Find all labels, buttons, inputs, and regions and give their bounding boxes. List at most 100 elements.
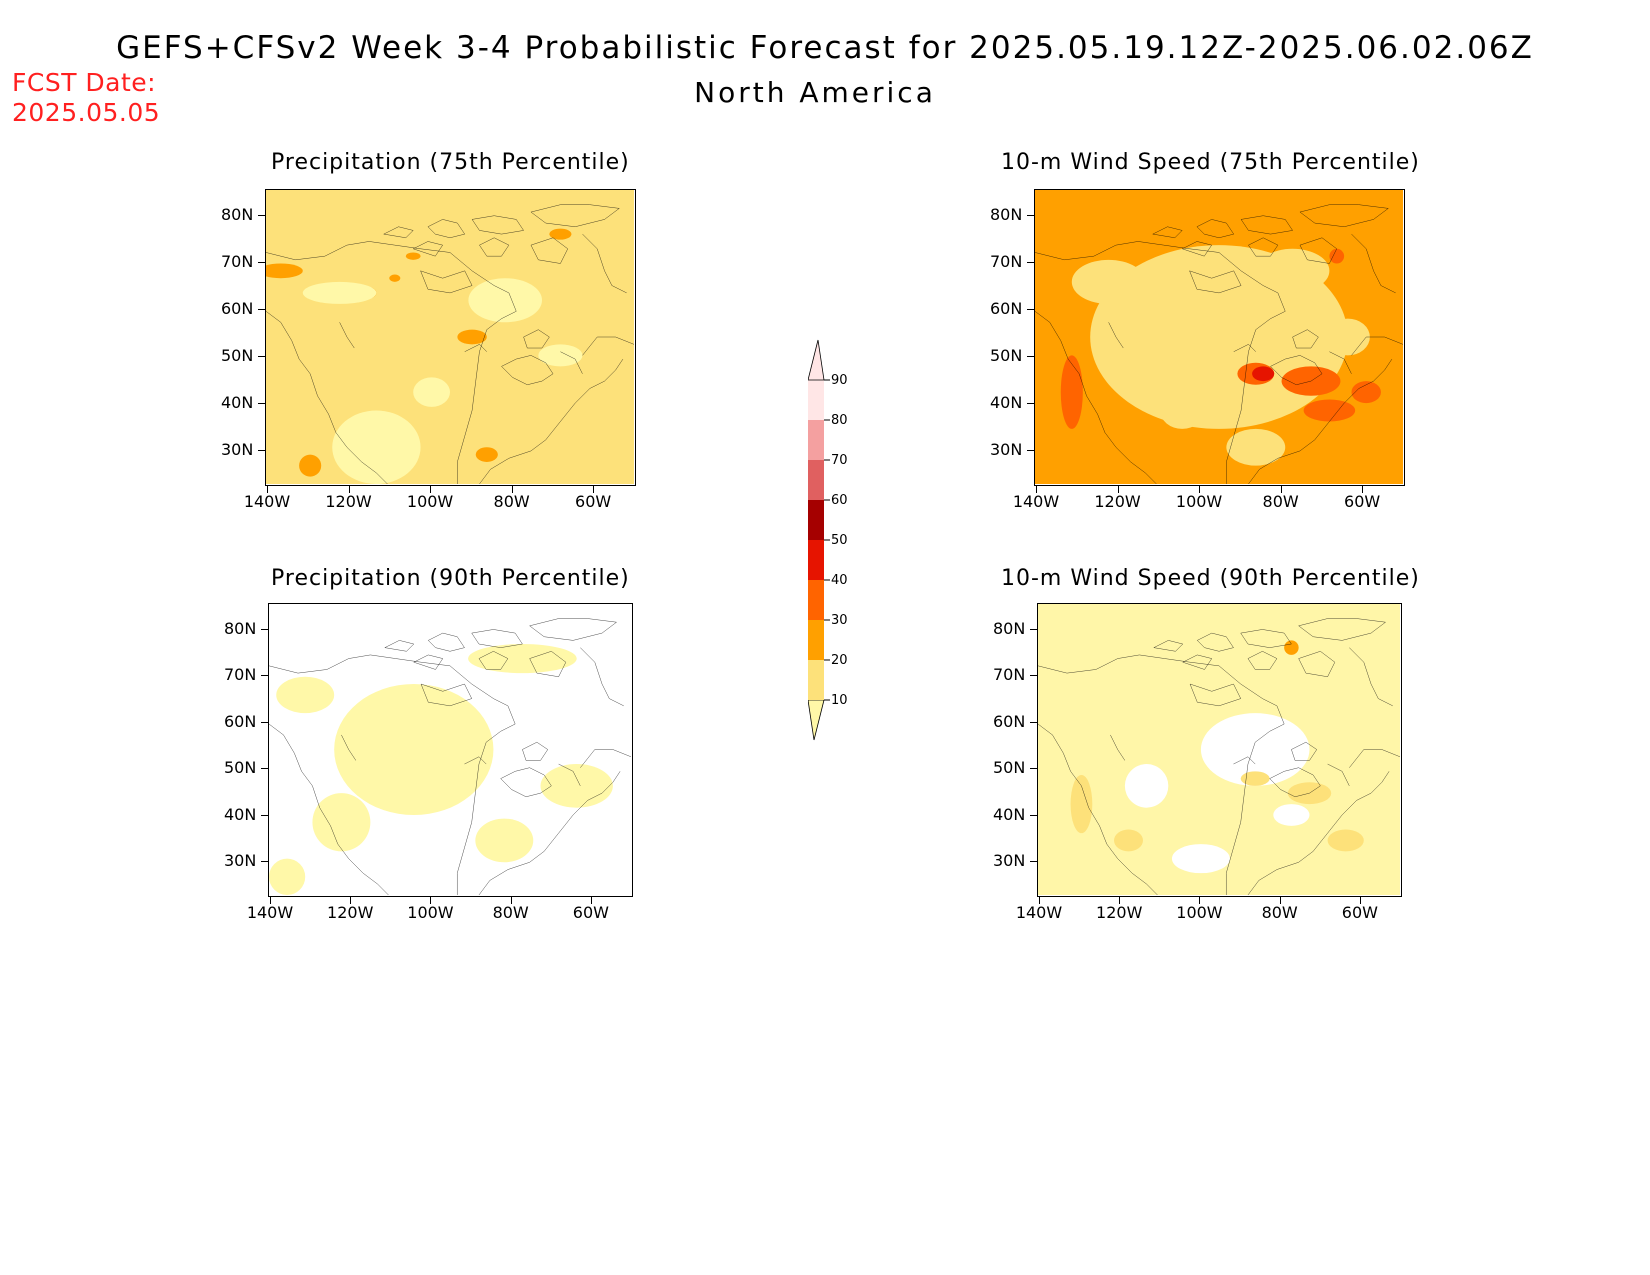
colorbar-label: 50 <box>831 533 848 548</box>
precip-75-contour-region <box>457 329 487 345</box>
precip-75-lat-label: 30N <box>221 439 254 459</box>
precip-90-contour-region <box>475 818 534 863</box>
precip-75-lat-tick <box>258 261 265 263</box>
precip-75-coastline <box>413 241 442 256</box>
wind-90-contour-region <box>1273 804 1310 826</box>
colorbar-label: 90 <box>831 373 848 388</box>
wind-75-contour-region <box>1060 355 1083 429</box>
precip-90-lat-tick <box>261 721 268 723</box>
precip-90-coastline <box>580 648 623 706</box>
precip-75-contour-region <box>299 454 322 477</box>
wind-75-coastline <box>1035 241 1285 484</box>
wind-90-lon-label: 120W <box>1096 903 1143 922</box>
wind-75-lat-label: 50N <box>990 345 1023 365</box>
wind-75-lon-tick <box>1036 486 1037 493</box>
wind-75-lon-label: 80W <box>1262 492 1299 511</box>
wind-75-coastline <box>1248 238 1277 256</box>
wind-75-coastline <box>1190 271 1242 293</box>
wind-75-coastline <box>1300 238 1337 264</box>
wind-75-contour-region <box>1226 428 1286 466</box>
precip-75-coastline <box>479 238 508 256</box>
wind-75-lon-tick <box>1199 486 1201 493</box>
wind-90-map <box>1037 603 1402 897</box>
precip-75-contour-region <box>389 274 401 282</box>
precip-90-map <box>268 603 633 897</box>
precip-90-coastline <box>385 640 414 651</box>
precip-75-lat-tick <box>258 308 265 310</box>
precip-75-contour-region <box>413 377 450 407</box>
precip-75-lon-tick <box>348 486 350 493</box>
colorbar-swatch <box>808 420 824 460</box>
wind-90-coastline <box>1248 771 1389 895</box>
wind-90-contour-region <box>1200 713 1310 786</box>
wind-75-field <box>1035 190 1403 484</box>
wind-90-lon-label: 60W <box>1341 903 1378 922</box>
wind-90-lat-label: 70N <box>993 665 1026 685</box>
wind-90-lat-tick <box>1030 814 1037 816</box>
wind-75-contour-region <box>1303 399 1356 422</box>
wind-75-lat-tick <box>1027 261 1034 263</box>
wind-90-contour-region <box>1240 771 1270 786</box>
wind-90-lat-tick <box>1030 768 1037 770</box>
colorbar-label: 40 <box>831 573 848 588</box>
precip-90-coastline <box>501 768 552 797</box>
precip-90-coastline <box>341 735 355 760</box>
colorbar: 10 20 30 40 50 60 70 80 90 <box>807 330 868 750</box>
wind-90-title: 10-m Wind Speed (90th Percentile) <box>1001 566 1420 591</box>
wind-90-coastline <box>1190 684 1241 706</box>
precip-90-coastline <box>464 757 486 764</box>
precip-90-lat-label: 50N <box>224 758 257 778</box>
wind-90-coastline <box>1291 742 1316 760</box>
figure-region: North America <box>694 76 936 109</box>
precip-75-lat-tick <box>258 215 265 216</box>
colorbar-label: 10 <box>831 693 848 708</box>
precip-75-lon-label: 60W <box>575 492 612 511</box>
wind-75-coastline <box>1293 330 1319 348</box>
wind-90-contour-region <box>1070 774 1093 834</box>
wind-75-lat-label: 40N <box>990 392 1023 412</box>
precip-90-lon-tick <box>350 897 352 904</box>
wind-75-contour-region <box>1351 381 1381 404</box>
precip-75-lat-label: 60N <box>221 298 254 318</box>
precip-75-coastline <box>340 322 355 348</box>
colorbar-swatch <box>808 660 824 700</box>
wind-90-lat-tick <box>1030 629 1037 630</box>
precip-75-lat-label: 50N <box>221 345 254 365</box>
wind-90-coastline <box>1349 750 1400 768</box>
precip-75-coastline <box>531 205 619 227</box>
wind-75-lon-tick <box>1280 486 1282 493</box>
precip-90-coastline <box>479 771 620 895</box>
wind-75-lat-label: 60N <box>990 298 1023 318</box>
precip-75-coastline <box>531 238 568 264</box>
wind-75-lat-tick <box>1027 308 1034 310</box>
wind-90-lon-tick <box>1119 897 1121 904</box>
precip-75-contour-region <box>475 447 498 462</box>
precip-75-lon-tick <box>430 486 432 493</box>
wind-90-coastline <box>1038 655 1284 895</box>
wind-75-coastline <box>1234 344 1256 351</box>
precip-90-lon-label: 140W <box>246 903 294 922</box>
wind-75-lat-tick <box>1027 355 1034 357</box>
wind-90-lat-label: 40N <box>993 804 1026 824</box>
wind-90-lat-tick <box>1030 721 1037 723</box>
colorbar-label: 80 <box>831 413 848 428</box>
precip-75-coastline <box>384 227 413 238</box>
precip-90-coastline <box>530 651 566 676</box>
wind-75-coastline <box>1241 216 1293 234</box>
wind-90-lon-tick <box>1039 897 1040 904</box>
wind-90-coastline <box>1328 764 1350 786</box>
wind-90-lat-label: 60N <box>993 711 1026 731</box>
colorbar-swatch <box>808 380 824 420</box>
precip-75-lat-tick <box>258 355 265 357</box>
wind-90-lon-tick <box>1199 897 1201 904</box>
wind-75-coastline <box>1300 205 1388 227</box>
precip-75-map <box>265 189 636 486</box>
precip-90-lon-label: 120W <box>327 903 374 922</box>
precip-75-coastline <box>582 234 626 293</box>
precip-90-coastline <box>414 655 443 670</box>
colorbar-swatch <box>808 580 824 620</box>
precip-90-coastline <box>269 724 388 895</box>
precip-90-lat-label: 40N <box>224 804 257 824</box>
precip-75-lat-label: 80N <box>221 205 254 224</box>
precip-75-coastline <box>266 311 387 484</box>
